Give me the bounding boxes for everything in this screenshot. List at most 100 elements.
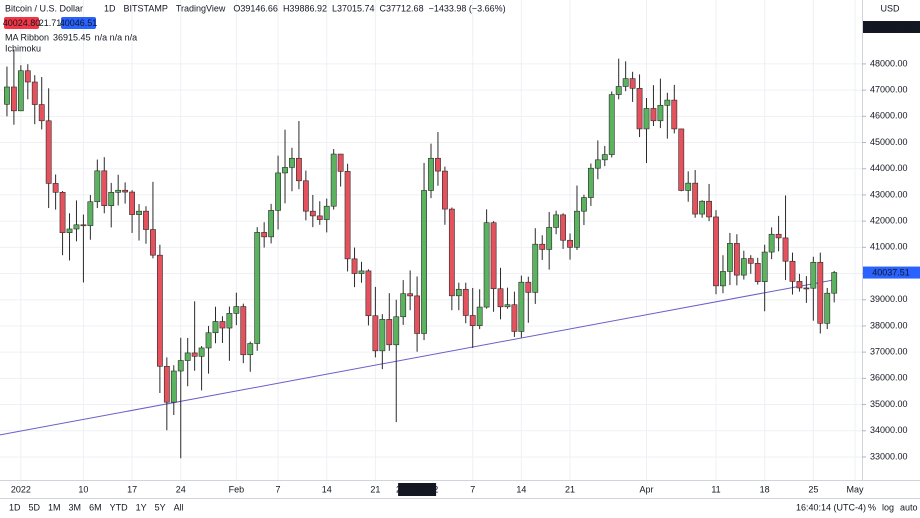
candle-body	[601, 154, 608, 161]
candle-body	[692, 182, 699, 215]
candle-body	[442, 170, 448, 210]
candle-body	[511, 304, 518, 332]
candle-body	[497, 288, 504, 308]
clock: 16:40:14 (UTC-4)	[796, 502, 866, 512]
ohlc-value: O39146.66	[233, 3, 278, 13]
range-button[interactable]: 6M	[89, 502, 102, 512]
range-button[interactable]: 1M	[48, 502, 61, 512]
candle-body	[448, 208, 455, 297]
ohlc-value: C37712.68	[380, 3, 424, 13]
range-button[interactable]: All	[174, 502, 184, 512]
candle-body	[574, 210, 580, 248]
candle-body	[817, 261, 824, 324]
candle-body	[372, 315, 379, 352]
candle-body	[136, 210, 142, 215]
x-tick-label: 2022	[11, 484, 31, 494]
candle-body	[768, 233, 775, 253]
candle-body	[309, 210, 316, 217]
x-tick-label: 21	[565, 484, 575, 494]
candle-body	[539, 243, 546, 250]
candle-body	[4, 86, 10, 105]
x-tick-label: Feb	[229, 484, 245, 494]
range-button[interactable]: 1D	[9, 502, 21, 512]
candle-body	[761, 251, 768, 282]
candle-body	[428, 157, 434, 191]
candle-body	[657, 105, 664, 122]
range-button[interactable]: 3M	[69, 502, 82, 512]
candle-body	[247, 343, 254, 356]
candle-body	[393, 316, 400, 346]
y-tick-label: 48000.00	[870, 58, 908, 68]
candle-body	[594, 159, 601, 169]
indicator-params: n/a n/a n/a	[95, 32, 138, 42]
candle-body	[699, 200, 706, 215]
symbol-source: TradingView	[176, 3, 226, 13]
candle-body	[810, 261, 817, 289]
candle-body	[713, 216, 719, 287]
candle-body	[129, 191, 135, 215]
candle-body	[754, 263, 761, 282]
candle-body	[330, 153, 337, 207]
candle-body	[261, 232, 268, 238]
scale-button[interactable]: log	[882, 502, 894, 512]
candle-body	[629, 78, 636, 89]
candle-body	[254, 232, 261, 344]
candle-body	[31, 81, 38, 105]
candle-body	[518, 281, 525, 332]
candle-body	[184, 352, 191, 361]
range-button[interactable]: 1Y	[136, 502, 147, 512]
candle-body	[560, 214, 566, 241]
candle-body	[212, 321, 219, 334]
candle-body	[636, 87, 643, 130]
candle-body	[490, 222, 497, 290]
candle-body	[38, 104, 45, 122]
candle-body	[671, 99, 678, 130]
y-tick-label: 47000.00	[870, 85, 908, 95]
bid-box	[4, 17, 39, 29]
x-tick-label: 11	[711, 484, 720, 494]
candle-body	[24, 70, 31, 83]
scale-button[interactable]: auto	[900, 502, 918, 512]
ask-box	[61, 17, 96, 29]
indicator-name: Ichimoku	[5, 43, 41, 53]
candle-body	[386, 319, 393, 346]
candle-body	[94, 170, 101, 203]
range-button[interactable]: 5Y	[155, 502, 166, 512]
candle-body	[532, 243, 539, 293]
y-tick-label: 33000.00	[870, 451, 908, 461]
scale-button[interactable]: %	[868, 502, 876, 512]
candle-body	[455, 288, 462, 297]
candle-body	[66, 228, 73, 233]
candle-body	[615, 86, 622, 95]
candle-body	[219, 321, 226, 329]
candle-body	[45, 120, 52, 184]
x-tick-label: 14	[322, 484, 332, 494]
candle-body	[344, 171, 351, 260]
candle-body	[581, 197, 587, 212]
candle-body	[733, 243, 740, 276]
candle-body	[414, 295, 420, 334]
candle-body	[282, 167, 288, 174]
range-button[interactable]: 5D	[29, 502, 41, 512]
candle-body	[177, 360, 184, 372]
candle-body	[143, 210, 149, 230]
candle-body	[546, 227, 553, 250]
candle-body	[268, 210, 275, 238]
candle-body	[52, 183, 59, 193]
x-tick-label: 10	[78, 484, 88, 494]
range-button[interactable]: YTD	[110, 502, 129, 512]
x-tick-label: 7	[276, 484, 281, 494]
x-tick-label: 17	[127, 484, 137, 494]
candle-body	[150, 229, 156, 256]
candle-body	[525, 281, 532, 293]
candle-body	[80, 224, 87, 227]
y-tick-label: 35000.00	[870, 399, 908, 409]
candle-body	[400, 293, 407, 318]
indicator-name: MA Ribbon	[5, 32, 49, 42]
candle-body	[775, 233, 782, 239]
crosshair-price-box	[863, 21, 920, 33]
candle-body	[462, 288, 469, 316]
crosshair-date: 27 Feb '22	[396, 484, 438, 494]
candle-body	[11, 86, 17, 112]
candle-body	[302, 180, 309, 212]
